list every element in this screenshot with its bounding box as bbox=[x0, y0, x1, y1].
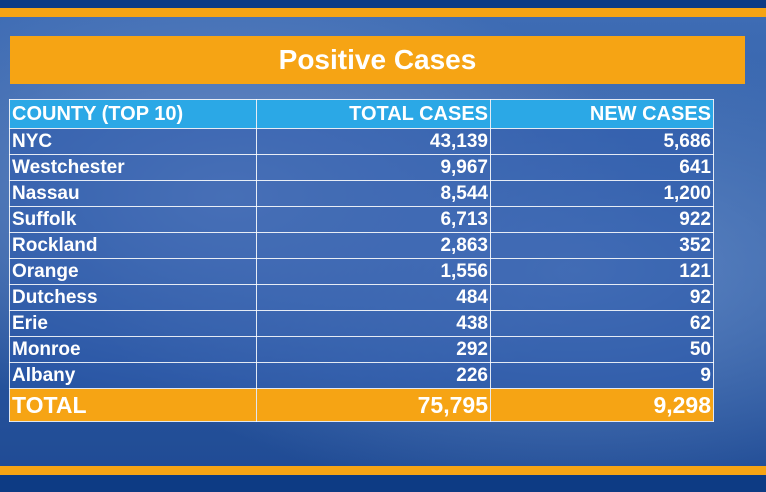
new-cases-cell: 62 bbox=[490, 310, 714, 337]
title-banner: Positive Cases bbox=[10, 36, 745, 84]
column-header-new-cases: NEW CASES bbox=[490, 99, 714, 129]
bottom-frame-bar bbox=[0, 475, 766, 492]
table-row: Albany 226 9 bbox=[9, 362, 714, 389]
county-cell: Rockland bbox=[9, 232, 257, 259]
top-accent-stripe bbox=[0, 8, 766, 17]
county-cell: Albany bbox=[9, 362, 257, 389]
total-new-cases-value: 9,298 bbox=[490, 388, 714, 422]
table-row: Orange 1,556 121 bbox=[9, 258, 714, 285]
table-row: Westchester 9,967 641 bbox=[9, 154, 714, 181]
new-cases-cell: 92 bbox=[490, 284, 714, 311]
county-cell: Nassau bbox=[9, 180, 257, 207]
county-cell: Suffolk bbox=[9, 206, 257, 233]
table-row: Rockland 2,863 352 bbox=[9, 232, 714, 259]
new-cases-cell: 1,200 bbox=[490, 180, 714, 207]
header-row: COUNTY (TOP 10) TOTAL CASES NEW CASES bbox=[9, 99, 714, 129]
chart-title: Positive Cases bbox=[278, 44, 477, 75]
total-cases-cell: 2,863 bbox=[256, 232, 491, 259]
total-label: TOTAL bbox=[9, 388, 257, 422]
cases-table: COUNTY (TOP 10) TOTAL CASES NEW CASES NY… bbox=[9, 99, 714, 422]
county-cell: Orange bbox=[9, 258, 257, 285]
total-cases-cell: 484 bbox=[256, 284, 491, 311]
table-row: Dutchess 484 92 bbox=[9, 284, 714, 311]
table-row: Suffolk 6,713 922 bbox=[9, 206, 714, 233]
new-cases-cell: 5,686 bbox=[490, 128, 714, 155]
column-header-total-cases: TOTAL CASES bbox=[256, 99, 491, 129]
table-row: NYC 43,139 5,686 bbox=[9, 128, 714, 155]
county-cell: Monroe bbox=[9, 336, 257, 363]
column-header-county: COUNTY (TOP 10) bbox=[9, 99, 257, 129]
new-cases-cell: 9 bbox=[490, 362, 714, 389]
table-body: NYC 43,139 5,686 Westchester 9,967 641 Nassau 8… bbox=[9, 128, 714, 389]
county-cell: Erie bbox=[9, 310, 257, 337]
table-row: Erie 438 62 bbox=[9, 310, 714, 337]
total-cases-cell: 6,713 bbox=[256, 206, 491, 233]
new-cases-cell: 352 bbox=[490, 232, 714, 259]
new-cases-cell: 50 bbox=[490, 336, 714, 363]
total-cases-cell: 226 bbox=[256, 362, 491, 389]
bottom-accent-stripe bbox=[0, 466, 766, 475]
total-cases-cell: 292 bbox=[256, 336, 491, 363]
table-row: Nassau 8,544 1,200 bbox=[9, 180, 714, 207]
total-row: TOTAL 75,795 9,298 bbox=[9, 388, 714, 422]
county-cell: Dutchess bbox=[9, 284, 257, 311]
total-cases-cell: 43,139 bbox=[256, 128, 491, 155]
county-cell: NYC bbox=[9, 128, 257, 155]
total-cases-cell: 438 bbox=[256, 310, 491, 337]
county-cell: Westchester bbox=[9, 154, 257, 181]
new-cases-cell: 121 bbox=[490, 258, 714, 285]
new-cases-cell: 641 bbox=[490, 154, 714, 181]
total-cases-cell: 9,967 bbox=[256, 154, 491, 181]
new-cases-cell: 922 bbox=[490, 206, 714, 233]
total-cases-cell: 1,556 bbox=[256, 258, 491, 285]
top-frame-bar bbox=[0, 0, 766, 8]
total-cases-cell: 8,544 bbox=[256, 180, 491, 207]
table-row: Monroe 292 50 bbox=[9, 336, 714, 363]
total-cases-value: 75,795 bbox=[256, 388, 491, 422]
